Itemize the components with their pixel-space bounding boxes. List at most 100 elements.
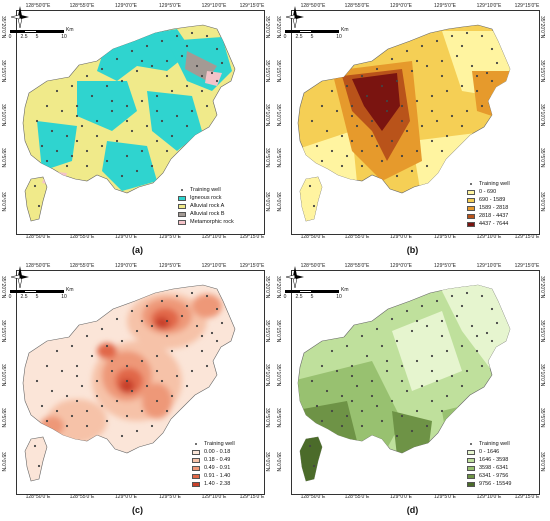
training-well-point bbox=[150, 164, 154, 168]
latitude-tick-label: 35°10'0"N bbox=[539, 104, 545, 127]
training-well-point bbox=[475, 89, 479, 93]
longitude-tick-label: 129°5'0"E bbox=[159, 263, 181, 269]
training-well-point bbox=[140, 319, 144, 323]
training-well-point bbox=[485, 331, 489, 335]
training-well-point bbox=[65, 394, 69, 398]
training-well-point bbox=[170, 394, 174, 398]
training-well-point bbox=[145, 304, 149, 308]
training-well-point bbox=[165, 149, 169, 153]
training-well-point bbox=[395, 174, 399, 178]
training-well-point bbox=[345, 84, 349, 88]
training-well-point bbox=[330, 149, 334, 153]
training-well-point bbox=[400, 379, 404, 383]
training-well-point bbox=[33, 184, 37, 188]
training-well-point bbox=[190, 369, 194, 373]
training-well-point bbox=[430, 399, 434, 403]
training-well-point bbox=[110, 99, 114, 103]
north-arrow-icon bbox=[285, 266, 304, 289]
training-well-point bbox=[320, 104, 324, 108]
training-well-point bbox=[115, 139, 119, 143]
training-well-point bbox=[180, 54, 184, 58]
longitude-tick-label: 129°0'0"E bbox=[115, 234, 137, 240]
training-well-point bbox=[200, 74, 204, 78]
training-well-point bbox=[455, 54, 459, 58]
training-wells bbox=[33, 31, 224, 208]
training-well-point bbox=[335, 369, 339, 373]
training-well-point bbox=[460, 44, 464, 48]
training-well-point bbox=[360, 334, 364, 338]
longitude-tick-label: 129°10'0"E bbox=[201, 234, 227, 240]
map-panel-c: Km 0 2.5 5 10 Training well 0.00 - 0.18 … bbox=[0, 260, 275, 520]
training-well-point bbox=[45, 364, 49, 368]
longitude-tick-label: 128°50'0"E bbox=[300, 494, 326, 500]
training-well-point bbox=[165, 409, 169, 413]
training-well-point bbox=[385, 109, 389, 113]
training-well-point bbox=[75, 364, 79, 368]
training-well-point bbox=[50, 389, 54, 393]
training-well-point bbox=[430, 94, 434, 98]
training-well-point bbox=[400, 364, 404, 368]
training-well-point bbox=[430, 369, 434, 373]
training-well-point bbox=[400, 414, 404, 418]
training-well-point bbox=[490, 339, 494, 343]
training-well-point bbox=[425, 324, 429, 328]
training-well-point bbox=[435, 299, 439, 303]
training-well-point bbox=[385, 99, 389, 103]
training-well-point bbox=[445, 349, 449, 353]
training-well-point bbox=[160, 39, 164, 43]
training-well-point bbox=[220, 321, 224, 325]
training-well-point bbox=[330, 349, 334, 353]
training-well-point bbox=[130, 309, 134, 313]
training-well-point bbox=[85, 149, 89, 153]
latitude-tick-label: 35°0'0"N bbox=[275, 192, 281, 212]
latitude-tick-label: 35°5'0"N bbox=[275, 148, 281, 168]
training-well-point bbox=[165, 319, 169, 323]
training-well-point bbox=[475, 74, 479, 78]
training-well-point bbox=[450, 374, 454, 378]
longitude-tick-label: 128°50'0"E bbox=[300, 234, 326, 240]
north-arrow-icon bbox=[10, 266, 29, 289]
latitude-tick-label: 35°10'0"N bbox=[264, 364, 270, 387]
longitude-tick-label: 129°15'0"E bbox=[514, 263, 540, 269]
longitude-tick-label: 128°50'0"E bbox=[25, 234, 51, 240]
training-well-point bbox=[385, 369, 389, 373]
training-well-point bbox=[390, 57, 394, 61]
scale-bar: Km 0 2.5 5 10 bbox=[283, 287, 349, 300]
training-well-point bbox=[85, 409, 89, 413]
training-well-point bbox=[470, 64, 474, 68]
longitude-tick-label: 129°0'0"E bbox=[115, 263, 137, 269]
training-well-point bbox=[190, 109, 194, 113]
training-well-point bbox=[335, 109, 339, 113]
training-well-point bbox=[460, 304, 464, 308]
scale-unit: Km bbox=[341, 287, 349, 293]
training-well-point bbox=[195, 324, 199, 328]
training-well-point bbox=[130, 129, 134, 133]
training-well-point bbox=[210, 71, 214, 75]
training-well-point bbox=[115, 399, 119, 403]
map-legend: Training well 0 - 690 690 - 1589 1589 - … bbox=[467, 180, 510, 228]
training-well-point bbox=[375, 67, 379, 71]
longitude-tick-label: 129°0'0"E bbox=[390, 3, 412, 9]
training-well-point bbox=[455, 314, 459, 318]
training-well-point bbox=[350, 139, 354, 143]
map-legend: Training well 0 - 1646 1646 - 3598 3598 … bbox=[467, 440, 511, 488]
training-well-point bbox=[125, 104, 129, 108]
training-well-point bbox=[380, 344, 384, 348]
training-wells bbox=[308, 31, 499, 208]
training-well-point bbox=[475, 349, 479, 353]
training-well-point bbox=[105, 344, 109, 348]
legend-item: 0.49 - 0.91 bbox=[192, 464, 235, 472]
training-well-point bbox=[120, 79, 124, 83]
training-well-point bbox=[100, 144, 104, 148]
training-well-point bbox=[440, 74, 444, 78]
training-well-point bbox=[140, 99, 144, 103]
latitude-tick-label: 35°0'0"N bbox=[264, 192, 270, 212]
training-well-point bbox=[37, 204, 41, 208]
latitude-tick-label: 35°5'0"N bbox=[264, 148, 270, 168]
training-well-point bbox=[75, 399, 79, 403]
training-well-point bbox=[140, 409, 144, 413]
training-well-point bbox=[205, 294, 209, 298]
training-well-point bbox=[410, 329, 414, 333]
training-well-point bbox=[100, 67, 104, 71]
training-well-point bbox=[440, 319, 444, 323]
